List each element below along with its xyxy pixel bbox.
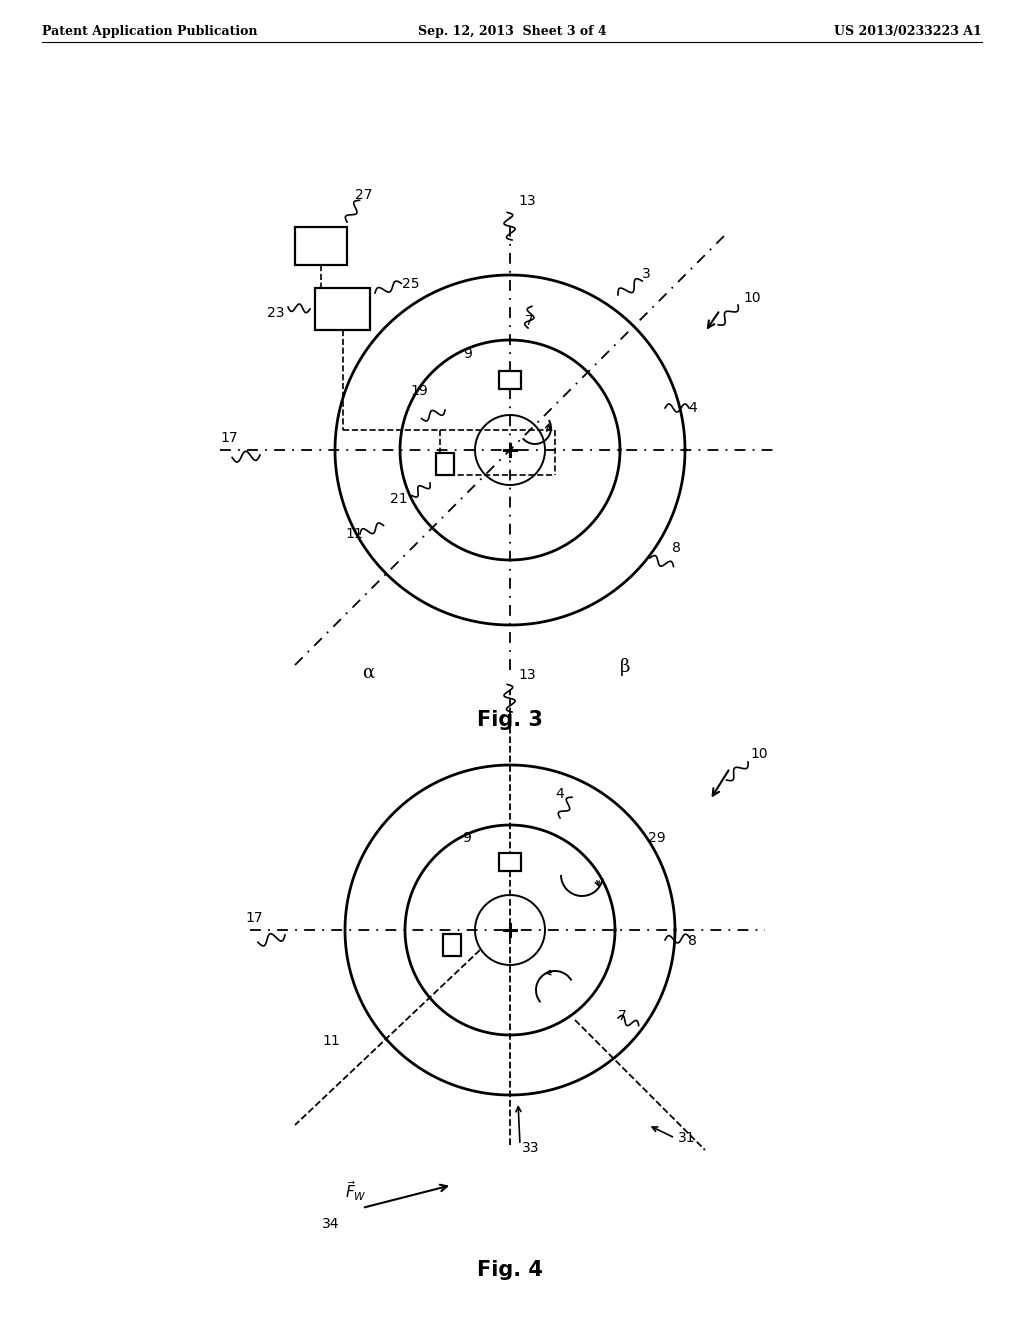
Text: Fig. 3: Fig. 3	[477, 710, 543, 730]
Text: β: β	[620, 657, 631, 676]
Text: Sep. 12, 2013  Sheet 3 of 4: Sep. 12, 2013 Sheet 3 of 4	[418, 25, 606, 38]
Text: 9: 9	[463, 347, 472, 360]
Text: 3: 3	[642, 267, 650, 281]
Text: 25: 25	[402, 277, 420, 290]
Bar	[443, 935, 461, 956]
Text: 21: 21	[390, 492, 408, 506]
Text: $\vec{F}_W$: $\vec{F}_W$	[345, 1179, 367, 1203]
Text: 10: 10	[743, 290, 761, 305]
Text: 29: 29	[648, 832, 666, 845]
Text: 7: 7	[525, 314, 534, 327]
Text: 13: 13	[518, 668, 536, 682]
Text: 9: 9	[462, 832, 471, 845]
Text: 23: 23	[267, 306, 285, 319]
Text: 11: 11	[322, 1034, 340, 1048]
Text: 10: 10	[750, 747, 768, 762]
Text: 17: 17	[220, 432, 238, 445]
Text: 13: 13	[518, 194, 536, 209]
Text: 19: 19	[410, 384, 428, 399]
Text: 8: 8	[688, 935, 697, 948]
Bar	[295, 227, 347, 265]
Text: 17: 17	[245, 911, 262, 925]
Text: 7: 7	[618, 1008, 627, 1023]
Text: US 2013/0233223 A1: US 2013/0233223 A1	[835, 25, 982, 38]
Text: α: α	[362, 664, 374, 682]
Bar	[499, 853, 521, 871]
Bar	[436, 453, 454, 475]
Text: Fig. 4: Fig. 4	[477, 1261, 543, 1280]
Text: 34: 34	[322, 1217, 340, 1232]
Text: 4: 4	[688, 401, 696, 414]
Text: 8: 8	[672, 541, 681, 554]
Text: 33: 33	[522, 1140, 540, 1155]
Bar	[315, 288, 370, 330]
Text: 27: 27	[355, 187, 373, 202]
Text: 31: 31	[678, 1131, 695, 1144]
Text: Patent Application Publication: Patent Application Publication	[42, 25, 257, 38]
Text: 4: 4	[555, 787, 564, 801]
Bar	[499, 371, 521, 389]
Text: 11: 11	[345, 527, 362, 541]
